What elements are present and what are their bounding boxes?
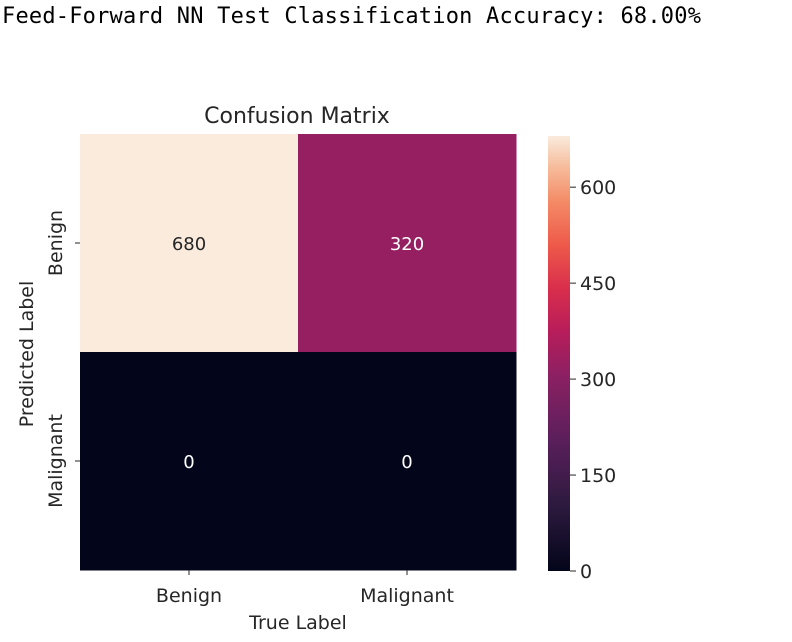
cell-value-label: 0: [183, 452, 194, 473]
accuracy-headline: Feed-Forward NN Test Classification Accu…: [2, 4, 702, 29]
heatmap-cells: [80, 134, 517, 571]
colorbar-tick-label: 300: [580, 369, 616, 391]
x-axis: Benign Malignant: [156, 570, 454, 607]
colorbar-tick-label: 150: [580, 465, 616, 487]
cell-value-label: 0: [401, 452, 412, 473]
chart-title: Confusion Matrix: [204, 104, 390, 129]
y-tick-label: Malignant: [45, 414, 67, 508]
colorbar-tick-label: 0: [580, 561, 592, 583]
colorbar-tick-label: 600: [580, 177, 616, 199]
heatmap-cell-labels: 680 320 0 0: [172, 234, 424, 473]
cell-value-label: 680: [172, 234, 206, 255]
y-axis: Benign Malignant: [45, 210, 80, 508]
cell-value-label: 320: [390, 234, 424, 255]
x-tick-label: Benign: [156, 585, 222, 607]
heatmap-cell-benign-malignant: [298, 134, 517, 353]
colorbar-ticks: 0 150 300 450 600: [570, 177, 616, 583]
heatmap-cell-malignant-malignant: [298, 352, 517, 571]
x-axis-label: True Label: [248, 612, 347, 634]
heatmap-cell-benign-benign: [80, 134, 299, 353]
y-tick-label: Benign: [45, 210, 67, 276]
heatmap-cell-malignant-benign: [80, 352, 299, 571]
y-axis-label: Predicted Label: [16, 281, 38, 428]
colorbar-gradient: [548, 136, 570, 571]
colorbar: 0 150 300 450 600: [548, 136, 616, 583]
x-tick-label: Malignant: [360, 585, 454, 607]
colorbar-tick-label: 450: [580, 273, 616, 295]
